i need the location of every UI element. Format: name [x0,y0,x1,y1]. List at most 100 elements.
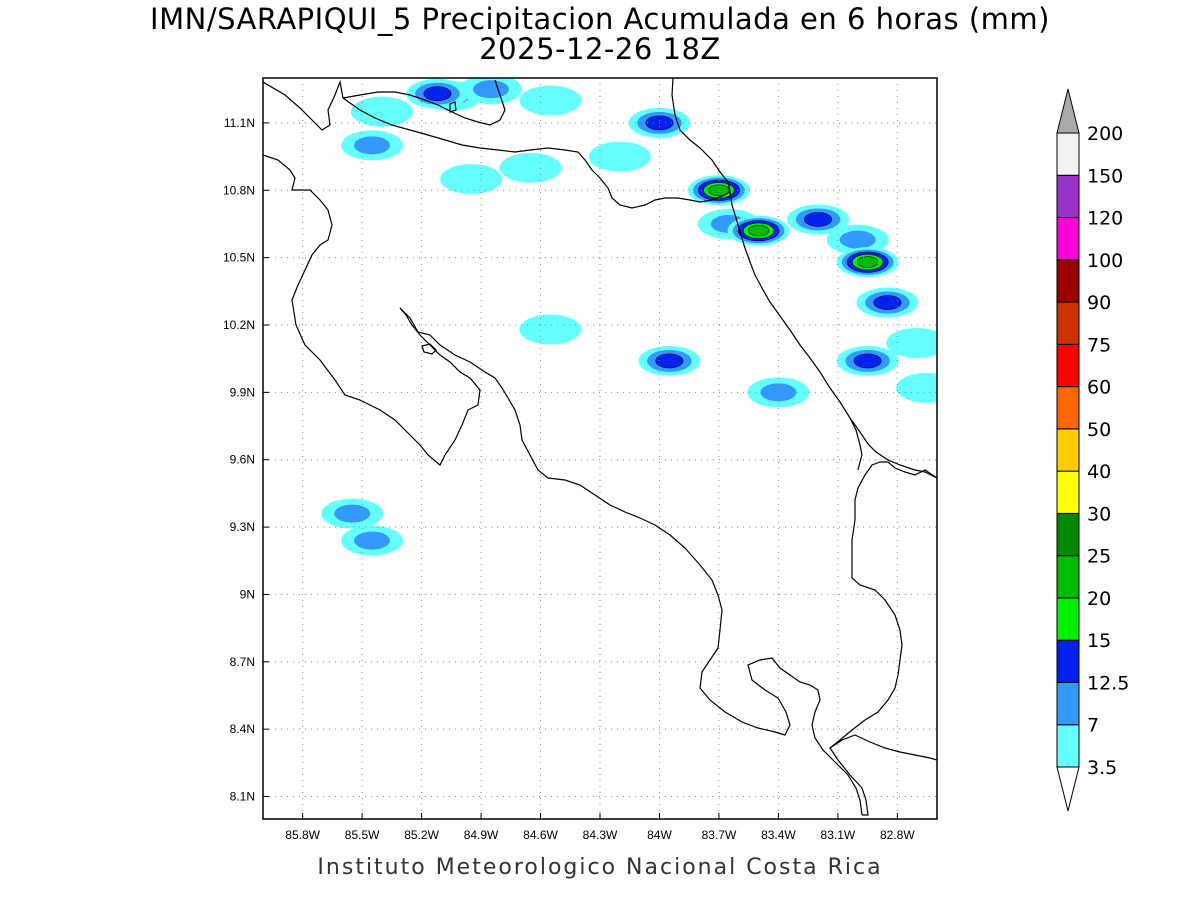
legend-swatch [1056,428,1080,472]
precip-contour [472,80,509,99]
nicaragua-border [342,97,731,209]
lat-tick-label: 9N [240,587,255,601]
legend-label: 15 [1087,630,1111,652]
legend-swatch [1056,470,1080,514]
legend-label: 30 [1087,503,1111,525]
lat-tick-label: 9.3N [230,520,255,534]
lon-tick-label: 85.2W [404,828,439,842]
lon-tick-label: 82.8W [880,828,915,842]
legend-swatch [1056,386,1080,430]
lat-tick-label: 9.9N [230,385,255,399]
precip-contour [760,383,797,402]
precip-cell [747,377,810,408]
precip-cell [499,152,562,183]
legend-swatch [1056,512,1080,557]
precip-contour [857,256,879,268]
panama-border-north [849,417,863,471]
precip-cell [350,96,413,127]
lat-lon-grid [263,78,937,819]
coastline-borders [263,78,937,816]
legend-swatch [1056,639,1080,683]
precip-cell [341,130,404,161]
precip-contour [499,152,562,183]
precip-contour [334,504,371,523]
nicoya-island [421,343,437,355]
panama-coast-south [829,734,937,761]
legend-label: 90 [1087,292,1111,314]
precip-contour [655,353,684,369]
precip-contour [350,96,413,127]
nicoya-gulf-coast [399,307,863,816]
lon-tick-label: 83.7W [702,828,737,842]
precip-cell [321,498,384,529]
lat-tick-label: 10.2N [223,318,255,332]
precip-cell [886,327,937,358]
color-legend: 3.5 7 12.5 15 20 25 30 40 50 60 75 90 100 120 150 200 [1056,88,1129,812]
legend-label: 40 [1087,461,1111,483]
legend-label: 12.5 [1087,672,1129,694]
lake-island [449,101,457,113]
precip-contour [873,295,902,310]
precip-cell [341,525,404,556]
precip-contour [354,531,391,550]
lon-tick-label: 83.4W [761,828,796,842]
legend-label: 100 [1087,250,1123,272]
nicaragua-lake-shore [263,79,344,131]
precip-cell [406,78,469,109]
legend-label: 50 [1087,419,1111,441]
legend-swatch [1056,301,1080,345]
lat-tick-label: 9.6N [230,453,255,467]
lon-tick-label: 85.5W [345,828,380,842]
precip-cell [896,372,937,403]
map-footer-credit: Instituto Meteorologico Nacional Costa R… [317,855,883,880]
precip-cell [638,345,701,376]
precip-cell [727,215,790,246]
lat-tick-label: 8.7N [230,655,255,669]
legend-min-arrow [1056,766,1080,812]
lat-tick-label: 11.1N [224,116,255,130]
legend-label: 60 [1087,377,1111,399]
legend-swatch [1056,681,1080,726]
precip-cell [826,224,889,255]
precip-contour [519,85,582,116]
lake-nicaragua-south [342,79,506,126]
map-title: IMN/SARAPIQUI_5 Precipitacion Acumulada … [150,2,1050,36]
precip-cell [787,204,850,235]
legend-label: 75 [1087,334,1111,356]
precip-contour [423,86,452,102]
lon-tick-label: 84.9W [464,828,499,842]
legend-max-arrow [1056,88,1080,134]
precip-cell [519,85,582,116]
precip-contour [519,314,582,345]
pacific-coast-north [263,154,481,466]
legend-label: 120 [1087,208,1123,230]
precip-contour [886,327,937,358]
legend-label: 20 [1087,588,1111,610]
precip-contour [839,230,876,249]
lat-tick-label: 10.8N [223,183,255,197]
lat-tick-label: 8.4N [230,722,255,736]
precip-cell [440,164,503,195]
precip-cell [836,247,899,278]
legend-swatch [1056,217,1080,261]
precip-cell [588,141,651,172]
lat-tick-label: 10.5N [223,251,255,265]
legend-label: 150 [1087,165,1123,187]
precip-contour [853,353,882,369]
axis-ticks: 85.8W 85.5W 85.2W 84.9W 84.6W 84.3W 84W 83.7W 83… [223,116,915,842]
map-subtitle-date: 2025-12-26 18Z [479,32,721,66]
precip-cell [687,175,750,206]
precip-contour [588,141,651,172]
legend-swatch [1056,174,1080,219]
legend-swatch [1056,724,1080,768]
legend-swatch [1056,555,1080,599]
precip-cell [856,287,919,318]
caribbean-coast [671,78,937,479]
precipitation-field [321,78,937,556]
precip-contour [354,136,391,155]
lon-tick-label: 83.1W [821,828,856,842]
legend-label: 7 [1087,715,1099,737]
precip-cell [519,314,582,345]
lon-tick-label: 84.6W [523,828,558,842]
